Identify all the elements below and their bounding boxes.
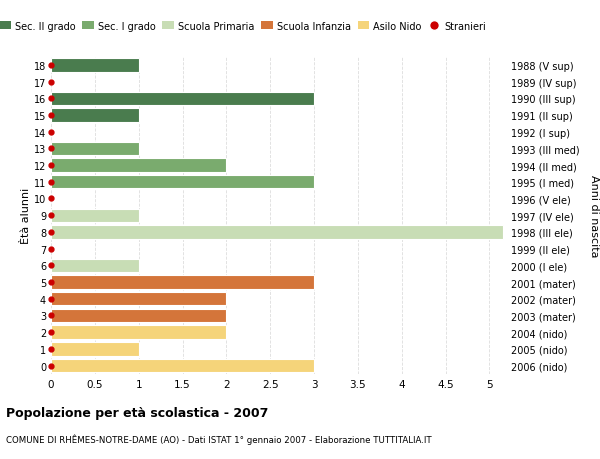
Text: COMUNE DI RHÊMES-NOTRE-DAME (AO) - Dati ISTAT 1° gennaio 2007 - Elaborazione TUT: COMUNE DI RHÊMES-NOTRE-DAME (AO) - Dati … — [6, 434, 431, 444]
Bar — [51, 209, 139, 223]
Bar — [51, 292, 226, 306]
Bar — [51, 176, 314, 189]
Bar — [51, 159, 226, 173]
Bar — [51, 309, 226, 322]
Y-axis label: Anni di nascita: Anni di nascita — [589, 174, 599, 257]
Legend: Sec. II grado, Sec. I grado, Scuola Primaria, Scuola Infanzia, Asilo Nido, Stran: Sec. II grado, Sec. I grado, Scuola Prim… — [0, 18, 490, 36]
Bar — [51, 359, 314, 372]
Bar — [51, 59, 139, 73]
Bar — [51, 226, 503, 239]
Text: Popolazione per età scolastica - 2007: Popolazione per età scolastica - 2007 — [6, 406, 268, 419]
Bar — [51, 276, 314, 289]
Bar — [51, 142, 139, 156]
Bar — [51, 342, 139, 356]
Bar — [51, 109, 139, 123]
Bar — [51, 92, 314, 106]
Bar — [51, 259, 139, 272]
Y-axis label: Ètà alunni: Ètà alunni — [21, 188, 31, 244]
Bar — [51, 326, 226, 339]
